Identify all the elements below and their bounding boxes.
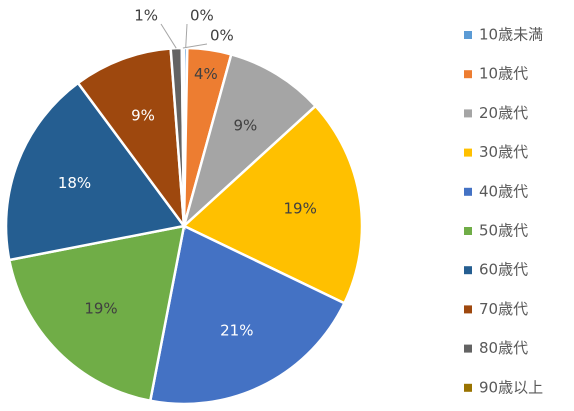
data-label-7: 18% [58,174,91,192]
pie-slice-6 [7,224,186,403]
legend-label-7: 60歳代 [479,261,528,279]
data-label-5: 21% [220,322,253,340]
data-label-2: 4% [194,65,218,83]
pie-slices [4,46,364,406]
legend-swatch-10 [464,383,472,392]
legend-swatch-6 [464,227,472,235]
data-labels: 0% 4% 9% 19% 21% 19% 18% 9% 1% 0% [58,7,317,340]
legend-label-8: 70歳代 [479,300,528,318]
leader-line-9 [160,23,177,49]
legend-label-5: 40歳代 [479,182,528,200]
leader-line-10 [182,43,208,49]
legend-swatch-7 [464,266,472,275]
legend-label-1: 10歳未満 [479,26,543,44]
legend-label-2: 10歳代 [479,65,528,83]
data-label-9: 1% [134,7,158,25]
pie-slice-4 [181,104,364,305]
legend: 10歳未満 10歳代 20歳代 30歳代 40歳代 50歳代 60歳代 70歳代 80歳代 90歳… [464,26,543,396]
legend-swatch-4 [464,148,472,157]
pie-slice-3 [181,52,318,230]
legend-swatch-8 [464,305,472,314]
pie-slice-7 [4,81,187,262]
legend-swatch-5 [464,187,472,196]
data-label-10: 0% [210,27,234,45]
leader-line-1 [185,23,188,49]
pie-slice-8 [76,47,186,231]
legend-label-10: 90歳以上 [479,378,543,396]
legend-label-6: 50歳代 [479,222,528,240]
legend-label-3: 20歳代 [479,104,528,122]
legend-label-4: 30歳代 [479,143,528,161]
pie-slice-5 [148,224,347,406]
legend-label-9: 80歳代 [479,339,528,357]
data-label-8: 9% [131,106,155,124]
data-label-1: 0% [190,7,214,25]
data-label-6: 19% [84,300,117,318]
data-label-4: 19% [284,200,317,218]
legend-swatch-2 [464,70,472,79]
data-label-3: 9% [234,116,258,134]
legend-swatch-9 [464,344,472,353]
legend-swatch-3 [464,109,472,118]
legend-swatch-1 [464,31,472,39]
leader-lines [160,23,208,49]
